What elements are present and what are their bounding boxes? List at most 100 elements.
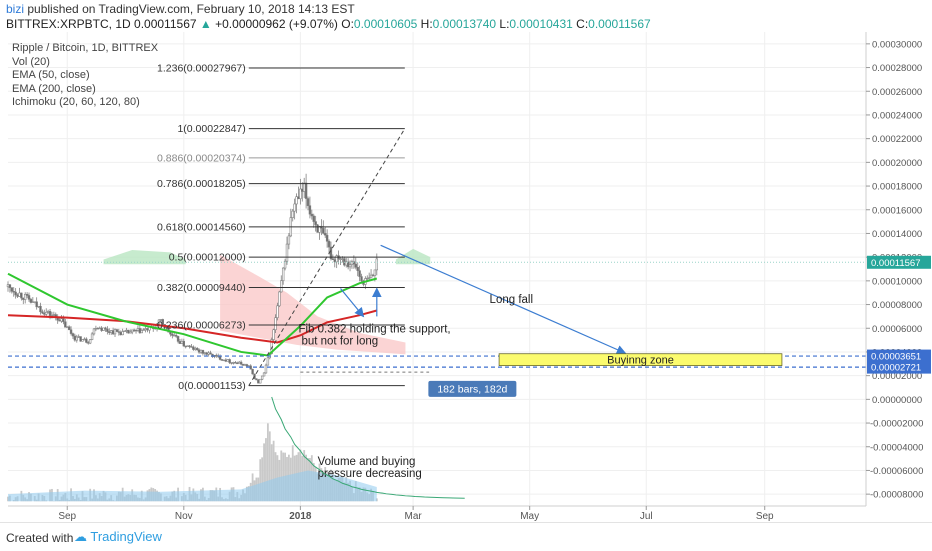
indicator-legend: Ripple / Bitcoin, 1D, BITTREX Vol (20) E… <box>12 42 158 110</box>
candle-down <box>309 206 311 214</box>
price-tick-label: 0.00020000 <box>872 158 922 169</box>
candle-down <box>127 330 129 333</box>
price-tick-label: 0.00026000 <box>872 87 922 98</box>
time-tick-label: Mar <box>404 511 422 522</box>
candle-up <box>345 262 347 265</box>
candle-down <box>40 306 42 312</box>
candle-down <box>108 332 110 333</box>
candle-up <box>66 327 68 328</box>
candle-up <box>223 360 225 361</box>
candle-down <box>147 329 149 331</box>
candle-down <box>332 259 334 260</box>
candle-down <box>301 189 303 191</box>
candle-down <box>372 275 374 276</box>
candle-down <box>49 311 51 315</box>
candle-down <box>189 346 191 347</box>
price-tick-label: 0.00010000 <box>872 276 922 287</box>
fib-support-note-line: Fib 0.382 holding the support, <box>298 323 450 335</box>
price-tick-label: 0.00014000 <box>872 229 922 240</box>
legend-ema200[interactable]: EMA (200, close) <box>12 83 158 97</box>
candle-down <box>20 293 22 298</box>
ohlc-line: BITTREX:XRPBTC, 1D 0.00011567 ▲ +0.00000… <box>6 17 651 31</box>
close-label: C: <box>576 17 588 31</box>
volume-tick-label: -0.00006000 <box>870 466 923 477</box>
candle-up <box>275 318 277 330</box>
price-tick-label: 0.00028000 <box>872 63 922 74</box>
up-arrow-icon: ▲ <box>200 17 212 31</box>
candle-up <box>19 293 21 296</box>
candle-down <box>15 292 17 295</box>
candle-down <box>87 342 89 343</box>
candle-down <box>36 302 38 307</box>
candle-down <box>179 341 181 343</box>
candle-down <box>74 336 76 340</box>
candle-up <box>110 331 112 333</box>
candle-up <box>7 285 9 287</box>
candle-up <box>267 358 269 365</box>
candle-up <box>244 365 246 366</box>
candle-up <box>204 353 206 354</box>
candle-up <box>303 183 305 191</box>
candle-up <box>141 330 143 332</box>
candle-down <box>221 359 223 360</box>
candle-down <box>101 328 103 331</box>
candle-up <box>124 331 126 332</box>
candle-down <box>334 260 336 262</box>
price-tick-label: 0.00006000 <box>872 324 922 335</box>
volume-note-line: Volume and buying <box>318 456 416 468</box>
price-tick-label: 0.00008000 <box>872 300 922 311</box>
time-tick-label: May <box>520 511 539 522</box>
candle-up <box>261 376 263 379</box>
candle-up <box>143 330 145 331</box>
candle-down <box>191 347 193 348</box>
candle-down <box>311 214 313 216</box>
candle-down <box>106 329 108 332</box>
candle-up <box>263 373 265 376</box>
legend-symbol[interactable]: Ripple / Bitcoin, 1D, BITTREX <box>12 42 158 56</box>
candle-down <box>22 298 24 300</box>
tradingview-logo[interactable]: ☁ TradingView <box>74 529 162 545</box>
candle-down <box>317 225 319 233</box>
publish-line: bizi published on TradingView.com, Febru… <box>6 2 355 16</box>
candle-down <box>105 328 107 329</box>
candle-up <box>368 278 370 279</box>
candle-up <box>173 335 175 336</box>
candle-up <box>38 306 40 307</box>
candle-down <box>13 291 15 292</box>
price-tick-label: 0.00024000 <box>872 110 922 121</box>
candle-down <box>43 313 45 314</box>
candle-down <box>328 241 330 247</box>
candle-down <box>250 366 252 369</box>
candle-up <box>122 331 124 334</box>
candle-down <box>234 362 236 363</box>
candle-down <box>355 264 357 267</box>
candle-up <box>351 262 353 265</box>
fib-level-label: 0(0.00001153) <box>178 380 246 392</box>
candle-down <box>219 356 221 359</box>
candle-up <box>340 259 342 260</box>
candle-down <box>206 353 208 355</box>
legend-volume[interactable]: Vol (20) <box>12 56 158 70</box>
legend-ema50[interactable]: EMA (50, close) <box>12 69 158 83</box>
candle-up <box>76 337 78 340</box>
candle-up <box>34 302 36 303</box>
candle-down <box>257 380 259 383</box>
candle-up <box>366 278 368 279</box>
price-tag-label: 0.00002721 <box>871 363 921 374</box>
candle-up <box>227 360 229 362</box>
author-link[interactable]: bizi <box>6 2 24 16</box>
footer-bar: Created with ☁ TradingView <box>0 522 932 551</box>
candle-down <box>171 334 173 335</box>
candle-up <box>208 353 210 354</box>
candle-down <box>202 350 204 353</box>
candle-down <box>246 365 248 366</box>
candle-up <box>259 379 261 383</box>
candle-up <box>288 236 290 244</box>
candle-up <box>374 270 376 276</box>
candle-down <box>236 363 238 364</box>
candle-down <box>240 362 242 364</box>
legend-ichimoku[interactable]: Ichimoku (20, 60, 120, 80) <box>12 96 158 110</box>
candle-up <box>187 346 189 347</box>
candle-down <box>72 334 74 336</box>
candle-down <box>185 346 187 347</box>
